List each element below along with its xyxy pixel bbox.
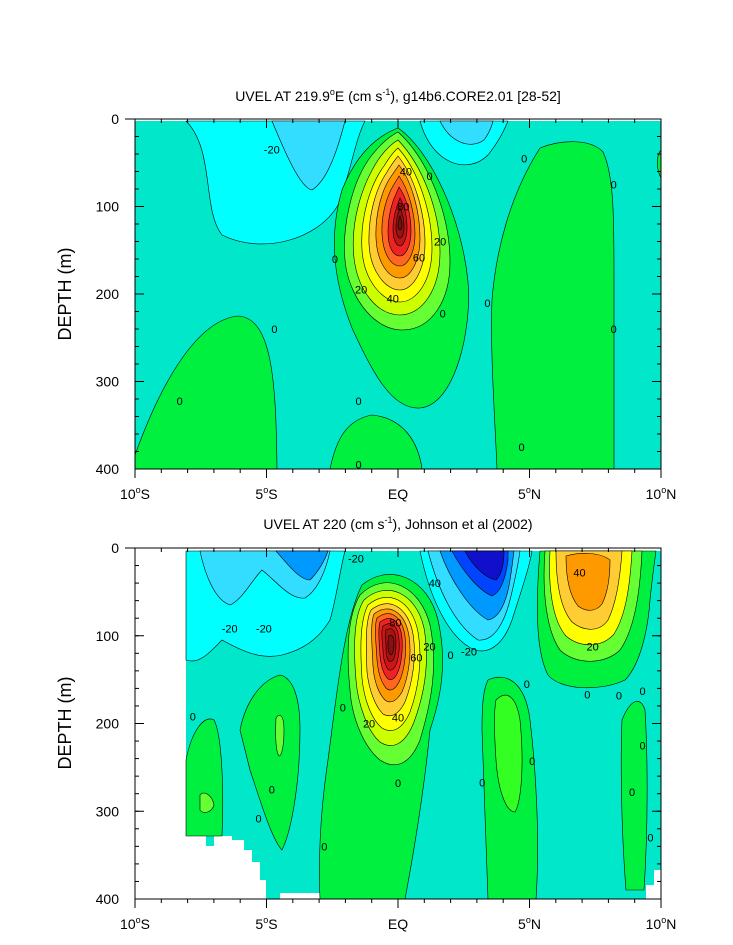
contour-label: -20: [222, 624, 238, 636]
y-tick-label: 400: [96, 891, 120, 907]
light-blue-region: [271, 120, 346, 191]
contour-label: 40: [392, 712, 404, 724]
contour-label: 0: [611, 180, 617, 192]
panel1-ylabel: DEPTH (m): [55, 248, 75, 341]
contour-label: 40: [387, 293, 399, 305]
y-tick-label: 100: [96, 628, 120, 644]
contour-label: 0: [484, 298, 490, 310]
contour-label: 0: [355, 460, 361, 472]
y-tick-label: 100: [96, 199, 120, 215]
contour-label: 0: [529, 756, 535, 768]
blue-region: [275, 550, 329, 581]
y-tick-label: 200: [96, 286, 120, 302]
x-tick-label: 5oN: [518, 485, 541, 502]
panel2-ylabel: DEPTH (m): [55, 677, 75, 770]
contour-label: 0: [629, 787, 635, 799]
contour-label: 20: [363, 719, 375, 731]
contour-label: 0: [321, 841, 327, 853]
x-tick-label: 5oN: [518, 915, 541, 932]
y-tick-label: 400: [96, 461, 120, 477]
x-tick-label: 5oS: [255, 915, 277, 932]
contour-label: -20: [256, 624, 272, 636]
green-region: [135, 315, 278, 469]
contour-label: 0: [440, 308, 446, 320]
green-region: [329, 414, 423, 469]
panel1-title: UVEL AT 219.9oE (cm s-1), g14b6.CORE2.01…: [235, 87, 561, 104]
contour-label: 0: [611, 324, 617, 336]
panel2-contour-fill: [135, 548, 661, 899]
green-region: [494, 695, 523, 813]
x-tick-label: 10oN: [646, 915, 677, 932]
y-tick-label: 0: [111, 111, 119, 127]
contour-label: 0: [190, 711, 196, 723]
x-tick-label: 10oS: [120, 915, 150, 932]
contour-label: 20: [423, 641, 435, 653]
y-tick-label: 200: [96, 716, 120, 732]
euc-band: [565, 553, 611, 611]
contour-label: 20: [355, 285, 367, 297]
contour-label: 0: [647, 833, 653, 845]
x-tick-label: 10oS: [120, 485, 150, 502]
contour-label: 0: [479, 777, 485, 789]
contour-label: 0: [426, 171, 432, 183]
contour-label: 60: [410, 653, 422, 665]
contour-label: 0: [340, 703, 346, 715]
contour-label: 0: [395, 778, 401, 790]
x-tick-label: EQ: [388, 916, 408, 932]
euc-band: [387, 635, 395, 656]
light-blue-region: [439, 120, 494, 145]
contour-label: 20: [434, 237, 446, 249]
contour-label: 0: [584, 690, 590, 702]
contour-label: 80: [389, 618, 401, 630]
contour-label: 0: [640, 686, 646, 698]
contour-label: 0: [271, 324, 277, 336]
contour-label: 0: [448, 650, 454, 662]
green-region: [239, 674, 301, 851]
contour-label: 40: [400, 167, 412, 179]
contour-label: -20: [264, 145, 280, 157]
contour-label: 80: [397, 202, 409, 214]
contour-label: 0: [332, 254, 338, 266]
panel1-contour-labels: -20 40 80 20 60 20 40 0 0 0 0 0 0 0 0 0 0 0 0: [177, 145, 617, 472]
contour-label: 40: [429, 578, 441, 590]
contour-label: 20: [586, 641, 598, 653]
contour-label: -20: [348, 554, 364, 566]
contour-label: 40: [573, 568, 585, 580]
contour-label: 0: [519, 442, 525, 454]
euc-band: [397, 215, 403, 231]
x-tick-label: EQ: [388, 486, 408, 502]
model-panel: UVEL AT 219.9oE (cm s-1), g14b6.CORE2.01…: [55, 87, 676, 502]
contour-label: 60: [413, 252, 425, 264]
panel1-contour-fill: [135, 119, 661, 469]
x-tick-label: 10oN: [646, 485, 677, 502]
contour-label: 0: [177, 396, 183, 408]
green-region: [491, 141, 615, 469]
green-region: [199, 792, 215, 813]
x-tick-label: 5oS: [255, 485, 277, 502]
green-region: [620, 701, 648, 891]
green-region: [275, 715, 285, 757]
contour-label: 0: [521, 153, 527, 165]
contour-label: 0: [256, 813, 262, 825]
darkest-blue-region: [464, 550, 505, 581]
y-tick-label: 300: [96, 803, 120, 819]
contour-label: 0: [616, 690, 622, 702]
contour-label: 0: [269, 784, 275, 796]
contour-label: 0: [640, 740, 646, 752]
panel2-title: UVEL AT 220 (cm s-1), Johnson et al (200…: [263, 515, 532, 532]
y-tick-label: 0: [111, 540, 119, 556]
contour-label: -20: [461, 647, 477, 659]
contour-label: 0: [355, 396, 361, 408]
observation-panel: UVEL AT 220 (cm s-1), Johnson et al (200…: [55, 515, 676, 932]
contour-label: 0: [524, 679, 530, 691]
y-tick-label: 300: [96, 374, 120, 390]
